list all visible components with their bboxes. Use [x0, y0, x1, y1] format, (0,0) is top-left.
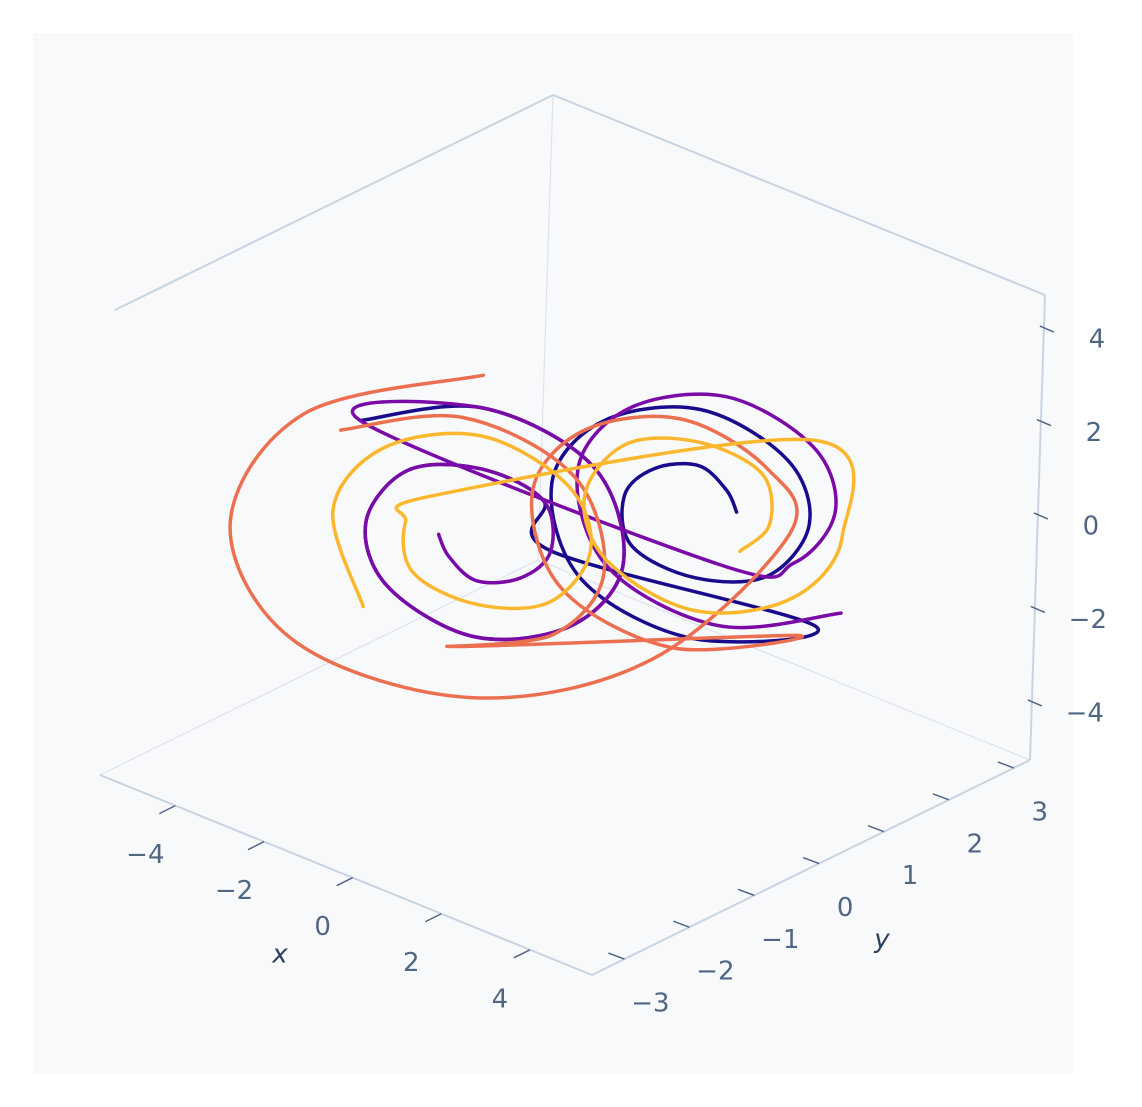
- x-tick: [159, 804, 176, 815]
- y-tick: [997, 761, 1015, 769]
- z-tick-label: −2: [1069, 605, 1107, 635]
- z-tick: [1030, 605, 1046, 614]
- y-tick: [867, 824, 885, 833]
- z-tick: [1033, 512, 1049, 520]
- axis-box: [99, 94, 1046, 776]
- y-tick-label: −2: [696, 957, 734, 987]
- y-tick-label: 0: [837, 893, 854, 923]
- z-tick-label: 0: [1083, 511, 1100, 541]
- trajectory: [228, 373, 805, 700]
- y-tick-label: 3: [1032, 797, 1049, 827]
- y-tick: [673, 920, 690, 928]
- y-tick-label: 2: [967, 829, 984, 859]
- z-tick: [1039, 325, 1055, 333]
- y-tick: [932, 793, 950, 801]
- traces: [228, 373, 856, 700]
- x-tick-label: 0: [314, 912, 331, 942]
- z-axis-line: [1029, 294, 1046, 761]
- y-tick-label: 1: [902, 861, 919, 891]
- x-tick-label: −2: [215, 876, 253, 906]
- z-tick-label: 4: [1089, 325, 1106, 355]
- x-tick: [247, 840, 265, 851]
- y-tick-label: −1: [761, 925, 799, 955]
- back-edge: [537, 94, 554, 561]
- x-tick-label: 4: [492, 984, 509, 1014]
- back-edge: [99, 559, 539, 776]
- z-tick-label: −4: [1066, 698, 1104, 728]
- back-edge: [537, 559, 1031, 761]
- x-tick: [424, 913, 442, 923]
- axes: −4 −2 0 2 4 −3 −2 −1 0 1 2 3 −4 −2 0 2 4 x y: [99, 294, 1107, 1019]
- x-tick: [336, 877, 353, 887]
- x-axis-title: x: [271, 940, 288, 970]
- top-edge: [114, 94, 554, 311]
- trajectory: [331, 431, 856, 615]
- y-axis-title: y: [873, 925, 890, 955]
- y-tick: [737, 888, 755, 897]
- z-tick: [1036, 418, 1052, 427]
- z-tick-label: 2: [1086, 418, 1103, 448]
- y-axis-line: [591, 759, 1031, 976]
- x-axis-line: [99, 774, 593, 976]
- top-edge: [552, 94, 1046, 296]
- y-tick: [802, 856, 820, 865]
- z-tick: [1027, 699, 1043, 707]
- y-tick-label: −3: [631, 989, 669, 1019]
- x-tick-label: 2: [403, 948, 420, 978]
- x-tick: [513, 949, 531, 959]
- trajectory: [350, 392, 843, 642]
- y-tick: [608, 952, 625, 960]
- x-tick-label: −4: [126, 840, 164, 870]
